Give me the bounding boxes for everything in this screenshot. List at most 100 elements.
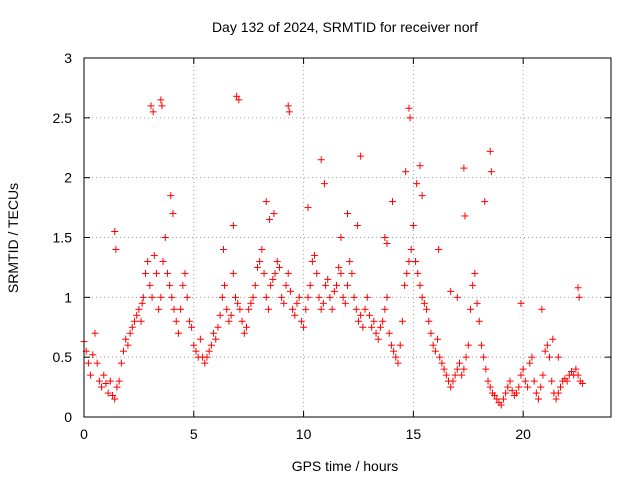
data-point bbox=[381, 234, 389, 241]
data-point bbox=[420, 299, 428, 307]
data-point bbox=[232, 293, 240, 301]
data-point bbox=[271, 269, 279, 277]
data-point bbox=[455, 359, 463, 367]
data-point bbox=[406, 114, 414, 122]
data-point bbox=[236, 305, 244, 313]
data-point bbox=[124, 341, 132, 349]
data-point bbox=[84, 359, 92, 367]
data-point bbox=[212, 335, 220, 343]
y-tick-label: 1 bbox=[64, 289, 72, 305]
data-point bbox=[440, 365, 448, 373]
data-point bbox=[201, 359, 209, 367]
x-tick-label: 0 bbox=[80, 426, 88, 442]
data-point bbox=[447, 287, 455, 295]
data-point bbox=[104, 389, 112, 397]
data-point bbox=[477, 341, 485, 349]
data-point bbox=[541, 347, 549, 355]
data-point bbox=[262, 198, 270, 206]
data-point bbox=[218, 293, 226, 301]
data-point bbox=[233, 92, 241, 100]
data-point bbox=[574, 284, 582, 292]
data-point bbox=[416, 281, 424, 289]
data-point bbox=[177, 305, 185, 313]
ticks-layer: 0 0.5 1 1.5 2 2.5 3 0 5 10 15 20 bbox=[53, 50, 611, 442]
data-point bbox=[387, 341, 395, 349]
data-point bbox=[438, 359, 446, 367]
data-point bbox=[337, 234, 345, 241]
data-point bbox=[353, 222, 361, 230]
data-point bbox=[229, 222, 237, 230]
data-point bbox=[203, 353, 211, 361]
data-point bbox=[341, 299, 349, 307]
data-point bbox=[530, 377, 538, 385]
data-point bbox=[481, 198, 489, 206]
data-point bbox=[131, 317, 139, 325]
data-point bbox=[460, 365, 468, 373]
data-point bbox=[152, 269, 160, 277]
data-point bbox=[425, 317, 433, 325]
data-point bbox=[319, 299, 327, 307]
data-point bbox=[147, 102, 155, 110]
data-point bbox=[185, 317, 193, 325]
data-point bbox=[322, 281, 330, 289]
data-point bbox=[253, 263, 261, 271]
data-point bbox=[120, 347, 128, 355]
data-point bbox=[229, 269, 237, 277]
data-point bbox=[289, 305, 297, 313]
data-point bbox=[368, 323, 376, 331]
chart-title: Day 132 of 2024, SRMTID for receiver nor… bbox=[212, 19, 478, 35]
data-point bbox=[87, 371, 95, 379]
data-point bbox=[436, 353, 444, 361]
data-point bbox=[344, 281, 351, 289]
data-point bbox=[144, 257, 152, 265]
y-tick-label: 3 bbox=[64, 50, 72, 66]
data-point bbox=[234, 299, 242, 307]
data-point bbox=[431, 347, 439, 355]
data-point bbox=[394, 359, 402, 367]
data-point bbox=[91, 329, 99, 337]
data-point bbox=[205, 347, 213, 355]
data-point bbox=[235, 96, 243, 104]
data-point bbox=[359, 323, 367, 331]
data-point bbox=[556, 383, 564, 391]
data-point bbox=[95, 377, 103, 385]
y-tick-label: 2 bbox=[64, 170, 72, 186]
data-point bbox=[519, 365, 527, 373]
data-point bbox=[161, 234, 169, 241]
data-point bbox=[291, 311, 299, 319]
data-point bbox=[521, 377, 529, 385]
data-point bbox=[567, 368, 575, 376]
data-point bbox=[475, 317, 483, 325]
data-point bbox=[135, 305, 143, 313]
data-point bbox=[414, 269, 422, 277]
data-point bbox=[238, 317, 246, 325]
data-point bbox=[179, 281, 187, 289]
data-point bbox=[148, 293, 156, 301]
data-point bbox=[554, 353, 562, 361]
data-point bbox=[128, 323, 136, 331]
data-point bbox=[306, 281, 314, 289]
data-point bbox=[106, 377, 114, 385]
data-point bbox=[392, 353, 400, 361]
data-point bbox=[293, 299, 301, 307]
data-point bbox=[168, 293, 176, 301]
data-point bbox=[462, 353, 470, 361]
data-point bbox=[506, 377, 514, 385]
data-point bbox=[313, 269, 321, 277]
data-point bbox=[517, 299, 525, 307]
data-point bbox=[258, 245, 266, 253]
data-point bbox=[453, 365, 461, 373]
data-point bbox=[354, 317, 362, 325]
data-point bbox=[398, 317, 406, 325]
data-point bbox=[227, 311, 235, 319]
data-point bbox=[133, 311, 141, 319]
data-point bbox=[442, 371, 450, 379]
data-point bbox=[350, 293, 358, 301]
data-point bbox=[157, 96, 165, 104]
data-point bbox=[383, 293, 391, 301]
data-point bbox=[308, 257, 316, 265]
data-point bbox=[100, 371, 108, 379]
data-point bbox=[196, 335, 204, 343]
data-point bbox=[348, 269, 356, 277]
data-point bbox=[270, 210, 278, 218]
